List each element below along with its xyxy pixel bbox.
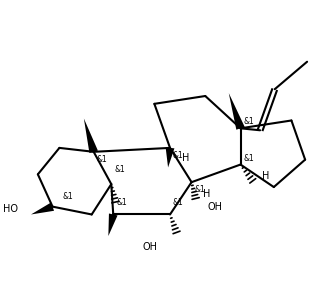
Polygon shape [31,202,54,214]
Text: &1: &1 [97,155,107,164]
Polygon shape [166,148,174,168]
Text: &1: &1 [173,151,184,160]
Text: &1: &1 [116,198,127,207]
Text: H: H [182,153,189,163]
Text: &1: &1 [244,154,254,162]
Text: &1: &1 [195,185,205,194]
Text: H: H [262,171,269,181]
Text: OH: OH [143,242,158,252]
Text: OH: OH [207,202,222,212]
Text: &1: &1 [173,198,184,207]
Polygon shape [108,213,118,236]
Text: H: H [203,189,211,199]
Text: &1: &1 [114,165,125,174]
Text: &1: &1 [62,192,73,201]
Text: HO: HO [3,204,18,214]
Polygon shape [84,118,98,153]
Text: &1: &1 [244,117,254,126]
Polygon shape [229,93,245,130]
